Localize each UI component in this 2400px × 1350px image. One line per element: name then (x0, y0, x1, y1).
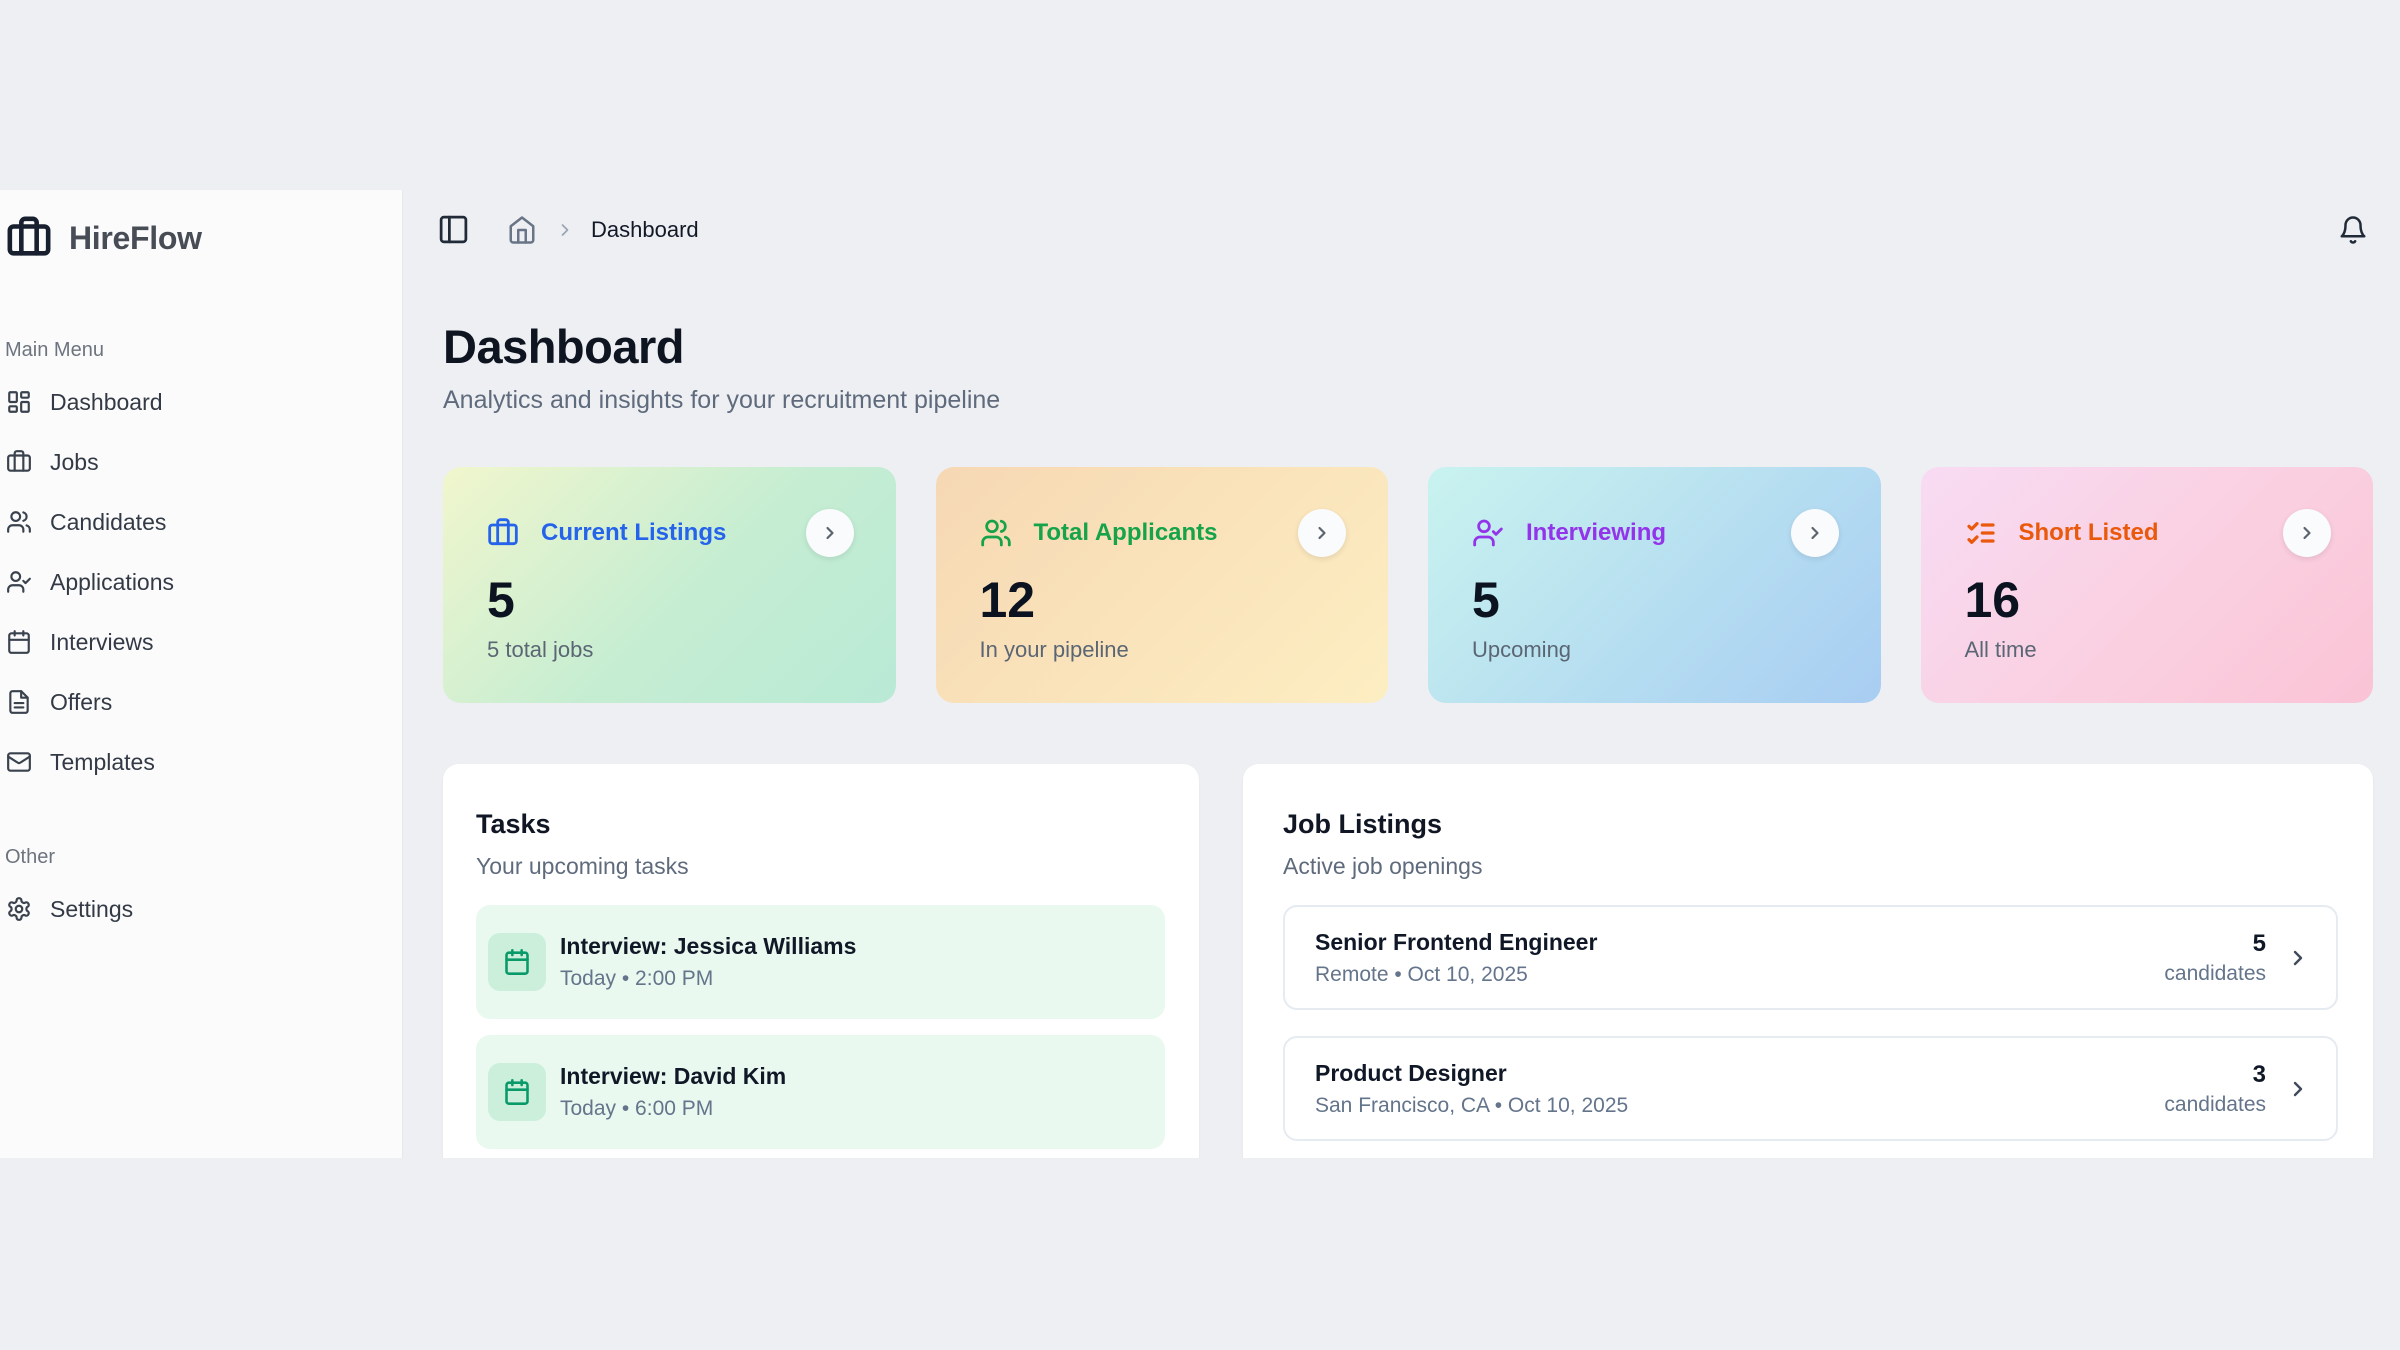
sidebar-group-label-other: Other (5, 846, 56, 868)
calendar-icon (488, 1063, 546, 1121)
job-listings-subtitle: Active job openings (1283, 853, 1483, 879)
stat-arrow-button[interactable] (1790, 509, 1839, 557)
stat-card-interviewing[interactable]: Interviewing 5 Upcoming (1428, 467, 1881, 703)
stat-value: 5 (487, 572, 515, 628)
sidebar-item-templates[interactable]: Templates (4, 732, 388, 792)
sidebar-item-candidates[interactable]: Candidates (4, 492, 388, 552)
users-icon (980, 517, 1012, 549)
job-list: Senior Frontend Engineer Remote • Oct 10… (1283, 905, 2338, 1158)
stat-value: 16 (1964, 572, 2021, 628)
sidebar-item-interviews[interactable]: Interviews (4, 612, 388, 672)
sidebar-item-settings[interactable]: Settings (4, 879, 388, 939)
stats-row: Current Listings 5 5 total jobs Total Ap… (443, 467, 2373, 703)
task-title: Interview: David Kim (560, 1063, 787, 1089)
users-icon (6, 509, 32, 535)
stat-note: Upcoming (1472, 637, 1572, 662)
task-row[interactable]: Interview: Jessica Williams Today • 2:00… (476, 905, 1165, 1019)
sidebar-toggle-button[interactable] (437, 213, 470, 246)
job-candidate-count: 5 (2252, 929, 2266, 957)
stat-note: 5 total jobs (487, 637, 594, 662)
task-list: Interview: Jessica Williams Today • 2:00… (476, 905, 1165, 1149)
page-title: Dashboard (443, 320, 685, 373)
job-candidate-label: candidates (2164, 961, 2266, 985)
gear-icon (6, 896, 32, 922)
stat-arrow-button[interactable] (2283, 509, 2331, 557)
mail-icon (6, 749, 32, 775)
main-area: Dashboard Dashboard Analytics and insigh… (403, 190, 2400, 1158)
task-time: Today • 2:00 PM (560, 967, 714, 990)
bottom-row: Tasks Your upcoming tasks Interview: Jes… (443, 764, 2373, 1158)
user-check-icon (6, 569, 32, 595)
stat-card-short-listed[interactable]: Short Listed 16 All time (1920, 467, 2373, 703)
breadcrumb-current: Dashboard (591, 216, 699, 242)
stat-value: 5 (1472, 572, 1500, 628)
stat-label: Short Listed (2018, 519, 2159, 546)
sidebar-item-jobs[interactable]: Jobs (4, 432, 388, 492)
list-checks-icon (1965, 517, 1997, 549)
chevron-right-icon (2286, 1077, 2310, 1101)
stat-card-total-applicants[interactable]: Total Applicants 12 In your pipeline (935, 467, 1388, 703)
breadcrumb-chevron-icon (555, 220, 575, 240)
task-row[interactable]: Interview: David Kim Today • 6:00 PM (476, 1035, 1165, 1149)
job-listings-panel: Job Listings Active job openings Senior … (1243, 764, 2373, 1158)
job-title: Product Designer (1315, 1059, 1507, 1086)
job-title: Senior Frontend Engineer (1315, 928, 1598, 955)
sidebar-group-label-main: Main Menu (5, 339, 104, 361)
sidebar-menu-other: Settings (4, 879, 388, 939)
dashboard-icon (6, 389, 32, 415)
sidebar: HireFlow Main Menu Dashboard Jobs Candid… (0, 190, 403, 1158)
tasks-panel: Tasks Your upcoming tasks Interview: Jes… (443, 764, 1199, 1158)
briefcase-icon (487, 517, 519, 549)
brand-name: HireFlow (69, 219, 202, 256)
stat-arrow-button[interactable] (1298, 509, 1346, 557)
calendar-icon (488, 933, 546, 991)
app-window: HireFlow Main Menu Dashboard Jobs Candid… (0, 190, 2400, 1158)
sidebar-item-dashboard[interactable]: Dashboard (4, 372, 388, 432)
stat-card-current-listings[interactable]: Current Listings 5 5 total jobs (443, 467, 896, 703)
job-listings-title: Job Listings (1283, 809, 1443, 839)
task-time: Today • 6:00 PM (560, 1097, 714, 1120)
stat-note: All time (1964, 637, 2037, 662)
sidebar-item-applications[interactable]: Applications (4, 552, 388, 612)
stat-note: In your pipeline (979, 637, 1129, 662)
job-candidate-label: candidates (2164, 1092, 2266, 1116)
page-content: Dashboard Analytics and insights for you… (403, 269, 2400, 1158)
stat-label: Current Listings (541, 519, 727, 546)
job-meta: Remote • Oct 10, 2025 (1315, 962, 1528, 986)
stat-label: Total Applicants (1033, 519, 1218, 546)
tasks-title: Tasks (476, 809, 551, 839)
briefcase-logo-icon (6, 215, 52, 261)
job-row[interactable]: Product Designer San Francisco, CA • Oct… (1283, 1036, 2338, 1141)
tasks-subtitle: Your upcoming tasks (476, 853, 689, 879)
chevron-right-icon (2286, 946, 2310, 970)
topbar: Dashboard (403, 190, 2400, 269)
brand-logo: HireFlow (4, 215, 388, 261)
briefcase-icon (6, 449, 32, 475)
page-subtitle: Analytics and insights for your recruitm… (443, 386, 1001, 414)
task-title: Interview: Jessica Williams (560, 933, 857, 959)
sidebar-item-offers[interactable]: Offers (4, 672, 388, 732)
sidebar-menu-main: Dashboard Jobs Candidates Applications I… (4, 372, 388, 792)
job-meta: San Francisco, CA • Oct 10, 2025 (1315, 1093, 1629, 1117)
job-row[interactable]: Senior Frontend Engineer Remote • Oct 10… (1283, 905, 2338, 1010)
calendar-icon (6, 629, 32, 655)
job-candidate-count: 3 (2252, 1060, 2266, 1088)
user-check-icon (1472, 517, 1504, 549)
stat-arrow-button[interactable] (805, 509, 854, 557)
stat-label: Interviewing (1526, 519, 1667, 546)
home-icon[interactable] (507, 215, 537, 245)
stat-value: 12 (979, 572, 1036, 628)
file-text-icon (6, 689, 32, 715)
bell-icon[interactable] (2338, 215, 2368, 245)
